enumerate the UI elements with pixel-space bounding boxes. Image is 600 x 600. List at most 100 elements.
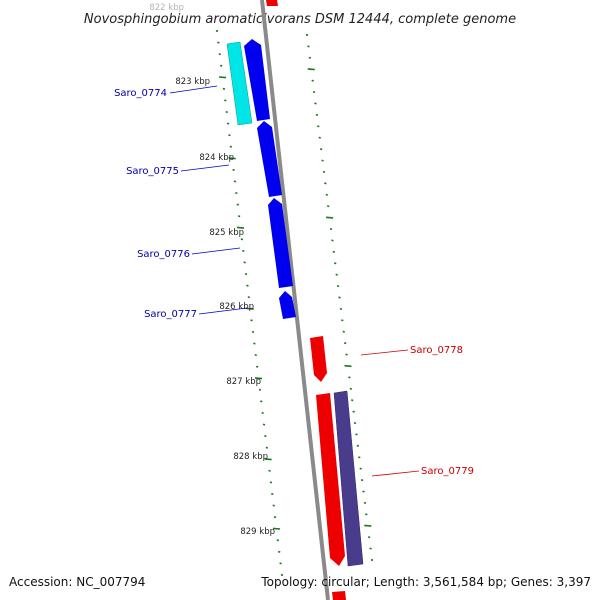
tick-dot	[359, 467, 362, 470]
tick-dot	[276, 539, 280, 542]
tick-dot	[334, 262, 337, 265]
tick-dot	[312, 90, 316, 94]
genome-summary-text: Topology: circular; Length: 3,561,584 bp…	[260, 575, 591, 589]
tick-dot	[262, 423, 266, 426]
tick-dot	[226, 122, 230, 125]
tick-dot	[236, 203, 239, 206]
tick-dot	[324, 182, 327, 185]
leader-saro-0775	[180, 164, 230, 172]
tick-dot	[339, 307, 343, 310]
tick-dot	[254, 354, 257, 357]
tick-dot	[261, 411, 264, 415]
tick-dot	[344, 364, 352, 368]
tick-dot	[345, 353, 348, 356]
tick-dot	[321, 159, 324, 162]
tick-dot	[269, 481, 273, 484]
tick-dot	[273, 516, 277, 519]
tick-dot	[250, 319, 253, 322]
gene-arrow-saro-0778	[310, 336, 327, 382]
tick-dot	[314, 102, 317, 105]
tick-dot	[305, 33, 309, 37]
leader-saro-0776	[191, 247, 241, 255]
tick-dot	[338, 296, 341, 299]
tick-dot	[317, 125, 320, 128]
tick-dot	[254, 377, 263, 380]
tick-dot	[370, 558, 374, 562]
tick-dot	[353, 421, 357, 425]
tick-dot	[326, 205, 330, 208]
tick-dot	[265, 446, 269, 449]
tick-dot	[307, 45, 310, 48]
gene-label-saro-0777: Saro_0777	[144, 309, 197, 320]
tick-dot	[360, 479, 364, 482]
gene-arrow-saro-0777	[279, 291, 296, 319]
gene-label-saro-0775: Saro_0775	[126, 166, 179, 177]
tick-dot	[335, 273, 338, 276]
feature-purple-bar	[333, 390, 364, 567]
tick-dot	[336, 285, 340, 288]
kbp-tick-label: 827 kbp	[226, 377, 261, 387]
tick-dot	[352, 410, 355, 413]
tick-dot	[244, 272, 248, 276]
tick-dot	[278, 550, 281, 553]
leader-saro-0778	[360, 349, 409, 356]
kbp-tick-label: 823 kbp	[175, 77, 210, 87]
tick-dot	[358, 456, 361, 459]
tick-dot	[218, 53, 221, 56]
accession-text: Accession: NC_007794	[9, 575, 145, 589]
tick-dot	[258, 388, 262, 391]
tick-dot	[237, 215, 241, 218]
tick-dot	[343, 342, 347, 345]
gene-label-saro-0779: Saro_0779	[421, 466, 474, 477]
tick-dot	[326, 216, 334, 219]
tick-dot	[264, 435, 267, 438]
tick-dot	[367, 536, 371, 539]
kbp-tick-label: 826 kbp	[219, 302, 254, 312]
tick-dot	[331, 239, 334, 242]
tick-dot	[363, 501, 367, 505]
tick-dot	[222, 87, 226, 90]
gene-arrow-saro-0775	[257, 121, 282, 197]
kbp-ticks: 822 kbp 823 kbp 824 kbp 825 kbp 826 kbp 827 k…	[149, 3, 275, 537]
tick-dot	[355, 433, 358, 436]
kbp-tick-label: 825 kbp	[209, 228, 244, 238]
feature-red-bottom	[332, 591, 346, 600]
tick-dot	[217, 41, 220, 44]
kbp-tick-label: 824 kbp	[199, 153, 234, 163]
feature-red-top	[266, 0, 278, 6]
tick-dot	[225, 110, 228, 114]
tick-dot	[356, 444, 360, 447]
gene-label-saro-0778: Saro_0778	[410, 345, 463, 356]
leader-saro-0777	[198, 307, 248, 315]
map-title: Novosphingobium aromaticivorans DSM 1244…	[84, 12, 516, 27]
tick-dot	[369, 547, 372, 550]
tick-dot	[272, 504, 275, 507]
gene-label-saro-0776: Saro_0776	[137, 249, 190, 260]
tick-dot	[246, 307, 254, 310]
tick-dot	[240, 238, 244, 241]
tick-dot	[218, 76, 227, 79]
tick-dot	[236, 226, 245, 229]
kbp-tick-label: 829 kbp	[240, 527, 275, 537]
gene-label-saro-0774: Saro_0774	[114, 88, 167, 99]
tick-dot	[341, 319, 344, 322]
tick-dot	[232, 168, 235, 171]
tick-dot	[311, 79, 314, 82]
tick-dot	[272, 527, 281, 530]
tick-dot	[228, 134, 231, 137]
tick-dot	[271, 492, 274, 496]
tick-dot	[279, 562, 282, 565]
tick-dot	[318, 136, 321, 139]
inner-tick-dots	[215, 29, 284, 577]
tick-dot	[315, 113, 319, 116]
tick-dot	[235, 191, 238, 195]
tick-dot	[253, 342, 256, 345]
tick-dot	[307, 68, 315, 71]
gene-arrow-saro-0779	[316, 393, 345, 566]
tick-dot	[322, 170, 326, 174]
tick-dot	[308, 56, 312, 59]
tick-dot	[349, 387, 353, 390]
tick-dot	[243, 261, 246, 264]
feature-cyan-bar	[226, 41, 253, 126]
